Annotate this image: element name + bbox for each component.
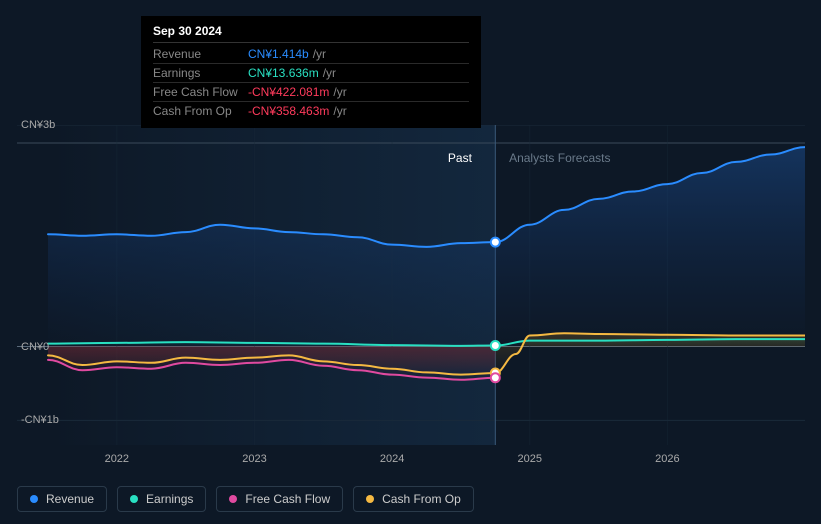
legend-dot-icon <box>366 495 374 503</box>
legend-item[interactable]: Revenue <box>17 486 107 512</box>
chart-container: CN¥3bCN¥0-CN¥1b20222023202420252026PastA… <box>17 125 805 445</box>
chart-svg[interactable] <box>17 125 805 445</box>
y-axis-tick: -CN¥1b <box>21 414 59 426</box>
tooltip-label: Earnings <box>153 66 248 80</box>
tooltip-value: -CN¥358.463m <box>248 104 329 118</box>
tooltip-unit: /yr <box>333 104 346 118</box>
tooltip-value: -CN¥422.081m <box>248 85 329 99</box>
legend-item[interactable]: Free Cash Flow <box>216 486 343 512</box>
tooltip-label: Free Cash Flow <box>153 85 248 99</box>
legend-label: Earnings <box>146 492 193 506</box>
tooltip-row: EarningsCN¥13.636m/yr <box>153 64 469 83</box>
tooltip-label: Cash From Op <box>153 104 248 118</box>
legend-item[interactable]: Cash From Op <box>353 486 474 512</box>
legend: Revenue Earnings Free Cash Flow Cash From O… <box>17 486 474 512</box>
legend-dot-icon <box>30 495 38 503</box>
tooltip-value: CN¥1.414b <box>248 47 309 61</box>
y-axis-tick: CN¥0 <box>21 341 49 353</box>
x-axis-tick: 2025 <box>517 453 541 465</box>
tooltip-unit: /yr <box>313 47 326 61</box>
legend-item[interactable]: Earnings <box>117 486 206 512</box>
tooltip-row: RevenueCN¥1.414b/yr <box>153 45 469 64</box>
tooltip-row: Free Cash Flow-CN¥422.081m/yr <box>153 83 469 102</box>
tooltip-unit: /yr <box>323 66 336 80</box>
tooltip-unit: /yr <box>333 85 346 99</box>
legend-label: Cash From Op <box>382 492 461 506</box>
legend-label: Revenue <box>46 492 94 506</box>
tooltip-row: Cash From Op-CN¥358.463m/yr <box>153 102 469 120</box>
legend-label: Free Cash Flow <box>245 492 330 506</box>
tooltip-value: CN¥13.636m <box>248 66 319 80</box>
legend-dot-icon <box>229 495 237 503</box>
x-axis-tick: 2023 <box>242 453 266 465</box>
chart-annotation: Past <box>448 151 472 165</box>
x-axis-tick: 2024 <box>380 453 404 465</box>
legend-dot-icon <box>130 495 138 503</box>
y-axis-tick: CN¥3b <box>21 119 55 131</box>
x-axis-tick: 2026 <box>655 453 679 465</box>
x-axis-tick: 2022 <box>105 453 129 465</box>
hover-tooltip: Sep 30 2024 RevenueCN¥1.414b/yrEarningsC… <box>141 16 481 128</box>
chart-annotation: Analysts Forecasts <box>509 151 610 165</box>
tooltip-label: Revenue <box>153 47 248 61</box>
tooltip-date: Sep 30 2024 <box>153 24 469 43</box>
